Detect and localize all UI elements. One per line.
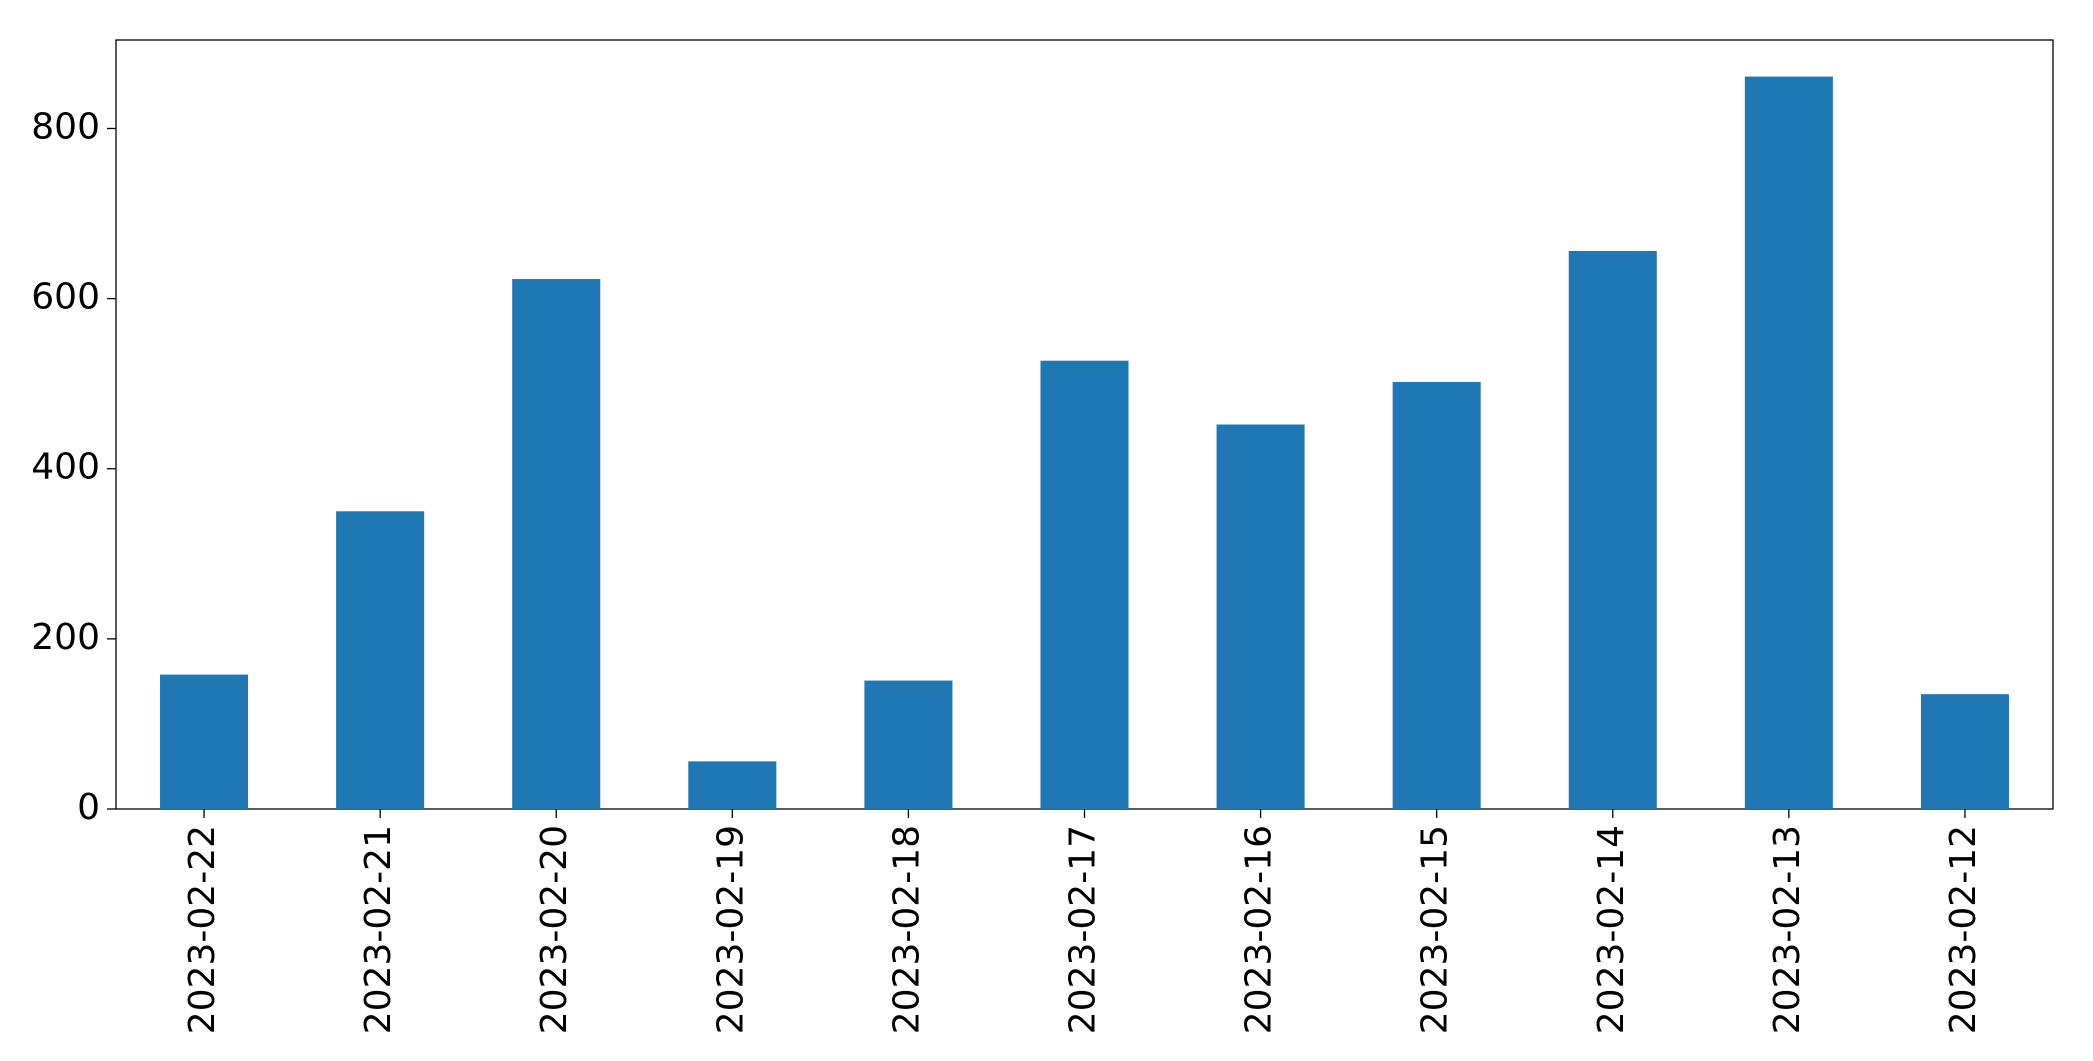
bar (512, 279, 601, 809)
x-tick-label: 2023-02-22 (182, 825, 223, 1034)
y-tick-label: 400 (31, 447, 100, 488)
x-tick-label: 2023-02-17 (1063, 825, 1104, 1034)
x-tick-label: 2023-02-21 (358, 825, 399, 1034)
x-tick-label: 2023-02-20 (534, 825, 575, 1034)
bar (688, 761, 777, 809)
y-tick-label: 600 (31, 277, 100, 318)
bar (1920, 694, 2009, 809)
x-tick-label: 2023-02-15 (1415, 825, 1456, 1034)
bar (336, 511, 425, 809)
bar (1568, 250, 1657, 809)
x-tick-label: 2023-02-18 (886, 825, 927, 1034)
x-tick-label: 2023-02-12 (1943, 825, 1984, 1034)
bar (864, 680, 953, 809)
bar (1392, 381, 1481, 809)
y-tick-label: 200 (31, 617, 100, 658)
bar (1744, 76, 1833, 809)
x-tick-label: 2023-02-19 (710, 825, 751, 1034)
x-tick-label: 2023-02-13 (1767, 825, 1808, 1034)
bar (160, 674, 249, 809)
bar (1040, 360, 1129, 809)
bar (1216, 424, 1305, 809)
x-tick-label: 2023-02-14 (1591, 825, 1632, 1034)
y-tick-label: 0 (77, 787, 100, 828)
x-tick-label: 2023-02-16 (1239, 825, 1280, 1034)
y-tick-label: 800 (31, 106, 100, 147)
